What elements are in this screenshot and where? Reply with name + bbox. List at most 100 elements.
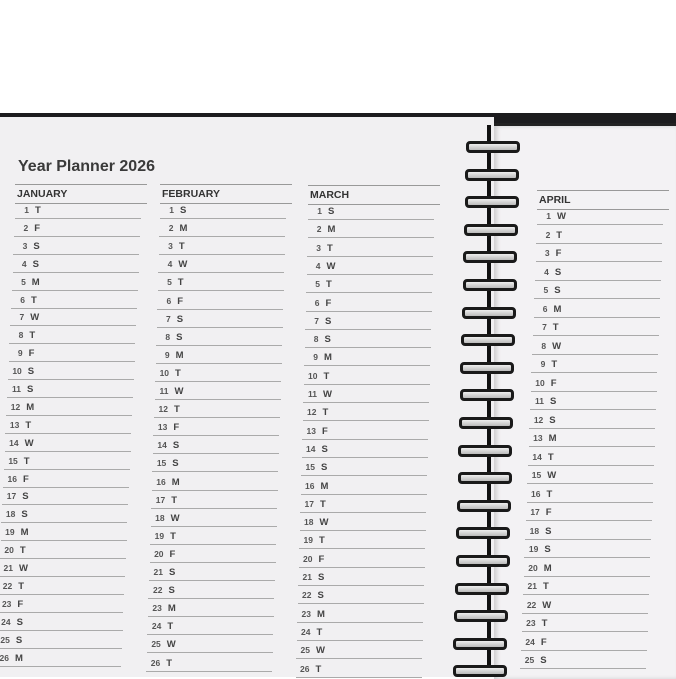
day-number: 9: [17, 348, 23, 359]
day-row: 17 F: [525, 505, 652, 521]
day-number: 14: [532, 451, 542, 462]
weekday-letter: S: [180, 205, 187, 216]
weekday-letter: S: [27, 384, 34, 395]
day-row: 17 T: [151, 493, 278, 509]
day-row: 24 S: [0, 615, 123, 631]
day-number: 13: [157, 422, 168, 433]
day-number: 19: [528, 544, 539, 554]
weekday-letter: W: [542, 599, 552, 611]
day-number: 15: [305, 462, 315, 473]
weekday-letter: T: [177, 277, 184, 289]
day-row: 25 W: [146, 637, 273, 654]
weekday-letter: S: [33, 240, 40, 252]
spiral-coil: [462, 279, 517, 291]
day-row: 20 F: [298, 552, 425, 568]
weekday-letter: T: [547, 451, 554, 463]
weekday-letter: T: [166, 657, 173, 669]
spiral-coil: [463, 223, 518, 236]
day-row: 23 T: [521, 616, 648, 632]
weekday-letter: F: [325, 297, 332, 309]
day-number: 16: [7, 473, 17, 484]
weekday-letter: T: [171, 494, 177, 506]
day-row: 16 M: [151, 475, 278, 491]
day-number: 26: [300, 663, 310, 674]
day-number: 23: [1, 598, 12, 609]
day-number: 3: [316, 242, 321, 253]
day-number: 7: [314, 315, 319, 326]
day-number: 14: [306, 443, 316, 454]
weekday-letter: T: [35, 205, 41, 216]
day-row: 23 F: [0, 597, 124, 613]
day-number: 3: [22, 240, 28, 251]
day-number: 12: [10, 401, 21, 412]
day-number: 2: [316, 224, 322, 235]
day-row: 11 W: [303, 387, 429, 403]
day-row: 22 S: [148, 583, 275, 600]
spiral-coil: [453, 637, 508, 650]
day-number: 11: [535, 396, 544, 406]
day-number: 9: [313, 352, 318, 363]
weekday-letter: T: [25, 419, 32, 431]
day-row: 24 T: [147, 619, 274, 636]
day-number: 1: [546, 211, 551, 221]
day-number: 1: [24, 205, 29, 215]
day-row: 18 S: [1, 507, 128, 524]
month-header-march: MARCH: [308, 185, 440, 205]
spiral-coil: [459, 417, 513, 429]
day-number: 22: [302, 590, 312, 601]
day-number: 2: [23, 222, 29, 233]
day-row: 14 W: [4, 436, 131, 452]
weekday-letter: S: [172, 458, 179, 470]
day-row: 12 M: [6, 400, 133, 416]
page-title: Year Planner 2026: [18, 158, 155, 175]
day-number: 4: [315, 260, 321, 271]
weekday-letter: T: [546, 488, 553, 500]
weekday-letter: M: [171, 476, 180, 488]
day-row: 19 S: [524, 542, 651, 558]
day-number: 19: [154, 530, 165, 541]
day-number: 21: [302, 572, 312, 582]
weekday-letter: T: [18, 580, 25, 592]
day-number: 15: [8, 455, 18, 466]
day-number: 24: [525, 636, 535, 647]
weekday-letter: W: [24, 437, 34, 449]
spiral-coil: [465, 168, 520, 181]
weekday-letter: M: [543, 562, 552, 574]
day-number: 13: [533, 433, 543, 443]
day-number: 13: [9, 419, 20, 430]
day-number: 10: [159, 367, 170, 378]
weekday-letter: F: [545, 507, 552, 518]
weekday-letter: S: [317, 590, 324, 602]
day-number: 3: [168, 241, 173, 252]
day-row: 14 T: [527, 450, 654, 466]
day-number: 23: [152, 603, 162, 614]
month-header-april: APRIL: [537, 190, 669, 210]
weekday-letter: T: [551, 359, 558, 370]
day-row: 22 S: [297, 588, 424, 605]
day-row: 23 M: [147, 601, 274, 618]
weekday-letter: S: [27, 366, 35, 378]
day-row: 26 T: [295, 662, 422, 678]
day-row: 21 S: [298, 570, 424, 586]
weekday-letter: W: [178, 259, 188, 271]
weekday-letter: T: [315, 663, 322, 675]
spiral-coil: [457, 472, 512, 485]
weekday-letter: S: [16, 616, 23, 628]
day-row: 20 T: [0, 543, 126, 560]
spiral-coil: [464, 196, 519, 209]
day-number: 20: [303, 553, 313, 564]
day-number: 15: [531, 470, 542, 480]
